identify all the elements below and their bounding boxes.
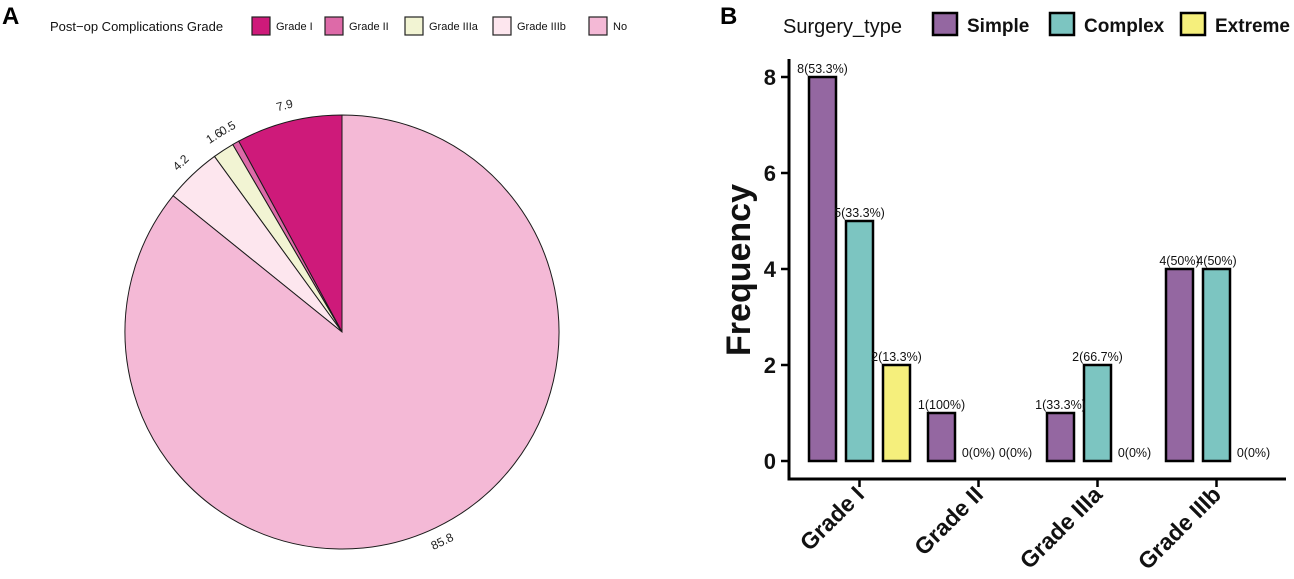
pie-legend-label-grade-iiia: Grade IIIa bbox=[429, 21, 479, 33]
bar-label-grade-i-complex: 5(33.3%) bbox=[834, 206, 885, 220]
pie-legend-key-grade-iiib bbox=[492, 16, 512, 36]
bar-label-grade-iiib-complex: 4(50%) bbox=[1196, 254, 1236, 268]
bar-data-labels: 8(53.3%) 5(33.3%) 2(13.3%) 1(100%) 0(0%) 0(0%… bbox=[797, 62, 1270, 460]
y-axis-title: Frequency bbox=[720, 184, 758, 356]
pie-legend-label-grade-iiib: Grade IIIb bbox=[517, 21, 566, 33]
y-tick-label-8: 8 bbox=[764, 65, 776, 90]
bar-grade-iiib-simple bbox=[1164, 267, 1195, 463]
bar-legend-label-complex: Complex bbox=[1084, 16, 1165, 37]
x-ticks: Grade I Grade II Grade IIIa Grade IIIb bbox=[795, 479, 1226, 575]
pie-legend-title: Post−op Complications Grade bbox=[50, 19, 223, 34]
bar-grade-i-complex bbox=[844, 219, 875, 463]
pie-chart bbox=[124, 114, 560, 550]
bar-grade-iiia-complex bbox=[1082, 363, 1113, 463]
y-tick-label-2: 2 bbox=[764, 353, 776, 378]
bar-label-grade-ii-simple: 1(100%) bbox=[918, 398, 965, 412]
bar-legend-key-complex bbox=[1048, 11, 1076, 37]
bar-grade-ii-simple bbox=[926, 411, 957, 463]
x-tick-label-grade-ii: Grade II bbox=[909, 481, 988, 560]
pie-legend-key-grade-iiia bbox=[404, 16, 424, 36]
bar-legend-key-simple bbox=[931, 11, 959, 37]
bar-legend-label-simple: Simple bbox=[967, 16, 1029, 37]
pie-legend: Post−op Complications Grade Grade I Grade… bbox=[50, 16, 627, 36]
bar-legend-title: Surgery_type bbox=[783, 16, 902, 38]
bar-label-grade-iiib-simple: 4(50%) bbox=[1159, 254, 1199, 268]
bar-label-grade-i-simple: 8(53.3%) bbox=[797, 62, 848, 76]
y-ticks: 0 2 4 6 8 bbox=[764, 65, 789, 474]
x-tick-label-grade-iiib: Grade IIIb bbox=[1133, 481, 1226, 574]
bar-chart: Frequency 0 2 4 6 8 8(53.3%) 5(33.3%) 2(13.3%)… bbox=[720, 59, 1286, 575]
y-tick-label-6: 6 bbox=[764, 161, 776, 186]
bar-label-grade-iiia-complex: 2(66.7%) bbox=[1072, 350, 1123, 364]
pie-label-grade-iiib: 4.2 bbox=[170, 152, 192, 174]
bars bbox=[807, 75, 1232, 463]
bar-label-grade-iiib-extreme: 0(0%) bbox=[1237, 446, 1270, 460]
bar-legend-label-extreme: Extreme bbox=[1215, 16, 1290, 37]
x-tick-label-grade-iiia: Grade IIIa bbox=[1015, 481, 1108, 574]
bar-label-grade-i-extreme: 2(13.3%) bbox=[871, 350, 922, 364]
panel-a-tag: A bbox=[2, 3, 19, 30]
pie-legend-key-grade-ii bbox=[324, 16, 344, 36]
y-tick-label-0: 0 bbox=[764, 449, 776, 474]
pie-slice-grade-i bbox=[237, 114, 343, 333]
pie-slice-no bbox=[124, 114, 560, 550]
pie-legend-key-grade-i bbox=[251, 16, 271, 36]
bar-label-grade-iiia-extreme: 0(0%) bbox=[1118, 446, 1151, 460]
x-tick-label-grade-i: Grade I bbox=[795, 481, 869, 555]
bar-legend: Surgery_type Simple Complex Extreme bbox=[783, 11, 1290, 38]
pie-legend-label-grade-i: Grade I bbox=[276, 21, 313, 33]
pie-label-grade-i: 7.9 bbox=[275, 96, 295, 114]
bar-legend-key-extreme bbox=[1179, 11, 1207, 37]
bar-label-grade-ii-extreme: 0(0%) bbox=[999, 446, 1032, 460]
bar-label-grade-iiia-simple: 1(33.3%) bbox=[1035, 398, 1086, 412]
bar-label-grade-ii-complex: 0(0%) bbox=[962, 446, 995, 460]
y-tick-label-4: 4 bbox=[764, 257, 777, 282]
bar-grade-i-simple bbox=[807, 75, 838, 463]
pie-legend-label-grade-ii: Grade II bbox=[349, 21, 389, 33]
bar-grade-iiib-complex bbox=[1201, 267, 1232, 463]
pie-legend-label-no: No bbox=[613, 21, 627, 33]
bar-grade-iiia-simple bbox=[1045, 411, 1076, 463]
pie-label-no: 85.8 bbox=[429, 530, 456, 553]
bar-grade-i-extreme bbox=[881, 363, 912, 463]
pie-legend-key-no bbox=[588, 16, 608, 36]
panel-b-tag: B bbox=[720, 3, 737, 30]
